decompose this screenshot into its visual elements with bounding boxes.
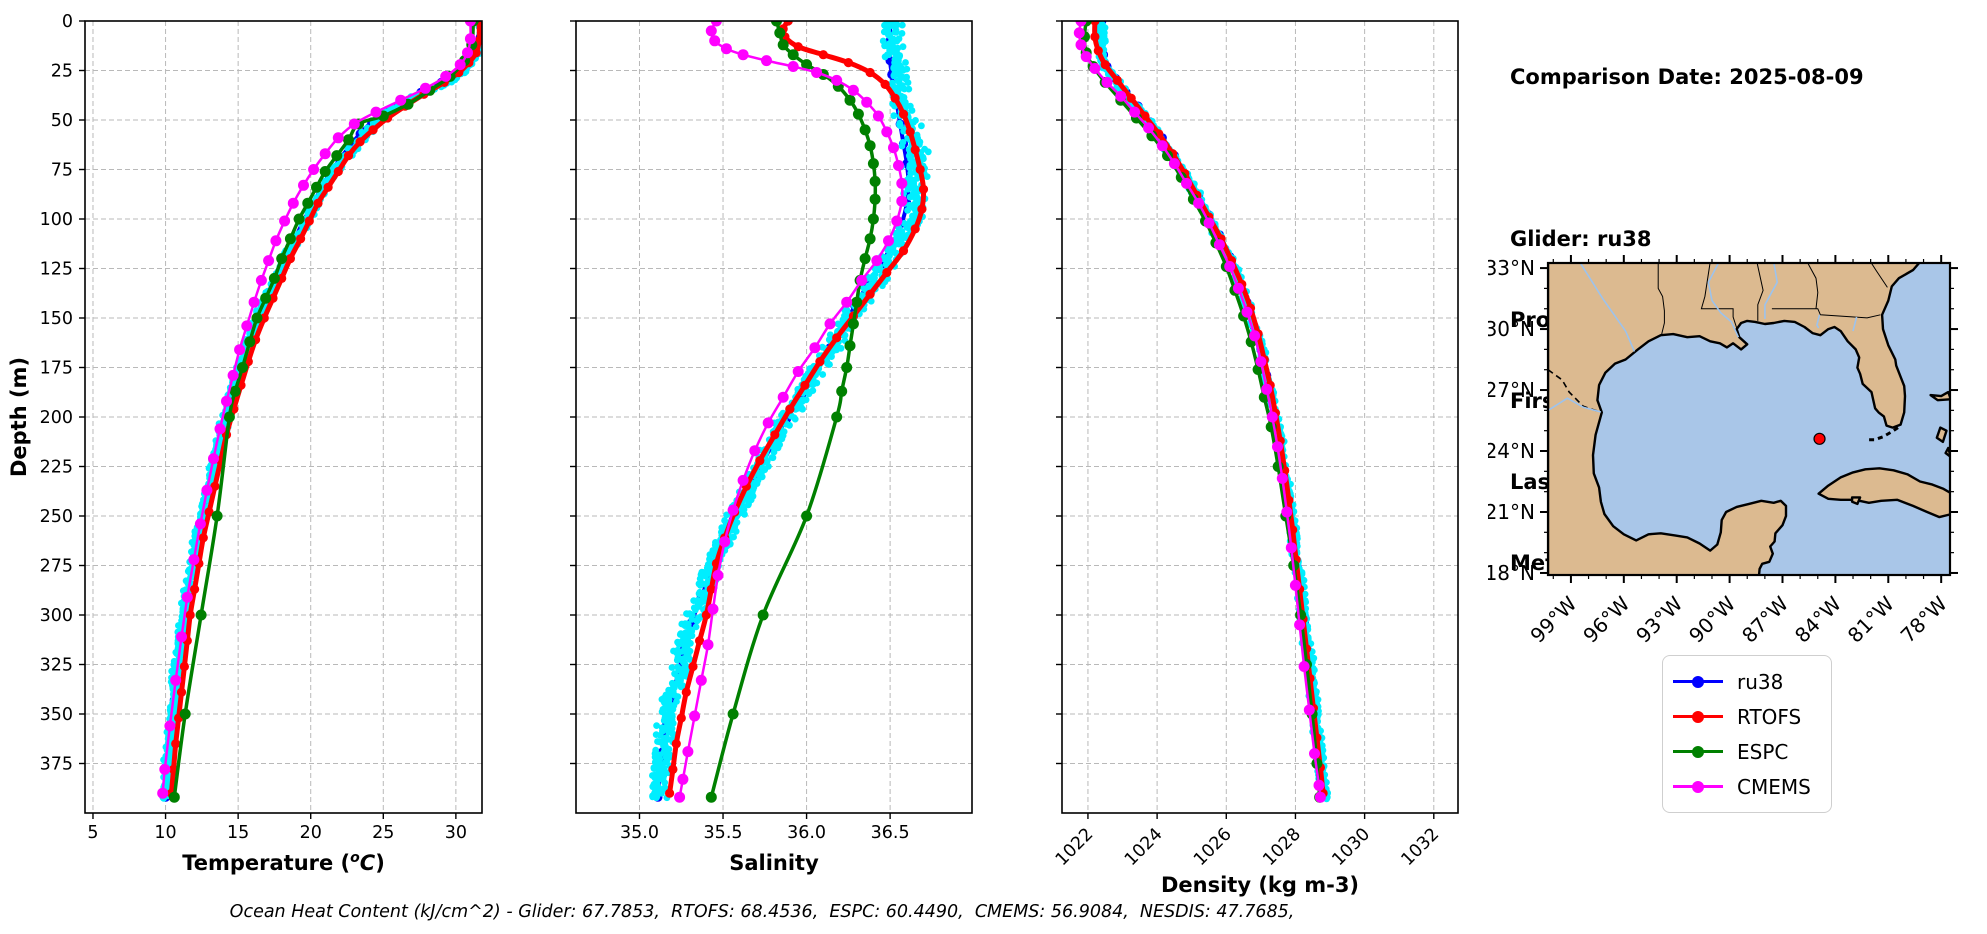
svg-text:27°N: 27°N <box>1488 378 1535 402</box>
svg-text:1026: 1026 <box>1190 824 1236 870</box>
gridlines <box>85 21 482 813</box>
density-panel: 1022 1024 1026 1028 1030 1032 Density (kg m-3) <box>1052 20 1459 897</box>
gridlines <box>1062 21 1458 813</box>
axis-ticks <box>1056 20 1435 819</box>
svg-text:1024: 1024 <box>1121 824 1167 870</box>
svg-text:100: 100 <box>40 210 73 230</box>
svg-text:1022: 1022 <box>1052 824 1098 870</box>
svg-text:84°W: 84°W <box>1790 591 1846 647</box>
svg-text:25: 25 <box>372 823 394 843</box>
svg-text:35.5: 35.5 <box>704 823 743 843</box>
glider-location-marker <box>1813 432 1826 445</box>
series-RTOFS <box>1090 21 1328 798</box>
svg-text:21°N: 21°N <box>1488 500 1535 524</box>
svg-text:375: 375 <box>40 755 73 775</box>
svg-text:87°W: 87°W <box>1737 591 1793 647</box>
map-land <box>1548 263 1950 575</box>
svg-text:225: 225 <box>40 458 73 478</box>
map-rivers <box>1548 263 1858 413</box>
x-tick-labels: 35.0 35.5 36.0 36.5 <box>620 823 910 843</box>
svg-text:0: 0 <box>62 12 73 32</box>
series-CMEMS <box>157 21 476 799</box>
legend-marker <box>1673 675 1723 689</box>
svg-text:99°W: 99°W <box>1525 591 1581 647</box>
svg-text:350: 350 <box>40 705 73 725</box>
svg-text:25: 25 <box>51 62 73 82</box>
florida-keys <box>1868 426 1899 442</box>
svg-text:33°N: 33°N <box>1488 256 1535 280</box>
series-ESPC <box>1079 21 1326 803</box>
y-axis-label: Depth (m) <box>7 357 31 477</box>
series-ru38 <box>653 21 914 802</box>
svg-text:250: 250 <box>40 507 73 527</box>
svg-text:75: 75 <box>51 161 73 181</box>
x-axis-label: Salinity <box>729 851 819 875</box>
temperature-panel: 5 10 15 20 25 3002550751001251501752002252502… <box>7 12 483 875</box>
legend-label: CMEMS <box>1737 774 1811 799</box>
svg-text:20: 20 <box>300 823 322 843</box>
svg-text:90°W: 90°W <box>1684 591 1740 647</box>
x-axis-label: Density (kg m-3) <box>1161 873 1359 897</box>
svg-text:81°W: 81°W <box>1843 591 1899 647</box>
axis-ticks <box>79 20 457 819</box>
series-ru38 <box>1097 21 1330 798</box>
comparison-date: Comparison Date: 2025-08-09 <box>1510 65 1864 89</box>
svg-text:125: 125 <box>40 260 73 280</box>
svg-text:50: 50 <box>51 111 73 131</box>
svg-text:78°W: 78°W <box>1896 591 1952 647</box>
svg-text:35.0: 35.0 <box>620 823 659 843</box>
svg-text:15: 15 <box>227 823 249 843</box>
legend-label: ESPC <box>1737 739 1789 764</box>
series-CMEMS <box>1073 21 1326 803</box>
legend-label: RTOFS <box>1737 704 1802 729</box>
svg-text:24°N: 24°N <box>1488 439 1535 463</box>
profile-plots: 5 10 15 20 25 3002550751001251501752002252502… <box>7 12 1459 897</box>
svg-text:175: 175 <box>40 359 73 379</box>
x-axis-label: Temperature (oC) <box>182 850 385 875</box>
map-frame <box>1546 261 1952 577</box>
map-ticks <box>1540 255 1958 583</box>
svg-text:10: 10 <box>154 823 176 843</box>
ohc-footer: Ocean Heat Content (kJ/cm^2) - Glider: 6… <box>229 902 1295 922</box>
svg-text:200: 200 <box>40 408 73 428</box>
legend-marker <box>1673 780 1723 794</box>
header-gap <box>1510 145 1864 172</box>
axis-ticks <box>570 20 891 819</box>
location-map: 33°N 30°N 27°N 24°N 21°N 18°N 99°W96°W93°W90°W… <box>1488 255 1958 648</box>
svg-text:36.5: 36.5 <box>871 823 910 843</box>
svg-text:93°W: 93°W <box>1631 591 1687 647</box>
x-tick-labels: 5 10 15 20 25 30 <box>87 823 467 843</box>
x-tick-labels: 1022 1024 1026 1028 1030 1032 <box>1052 824 1443 870</box>
svg-text:1028: 1028 <box>1259 824 1305 870</box>
svg-text:18°N: 18°N <box>1488 561 1535 585</box>
series-ESPC <box>168 21 479 803</box>
legend-label: ru38 <box>1737 669 1784 694</box>
svg-text:300: 300 <box>40 606 73 626</box>
svg-text:30: 30 <box>445 823 467 843</box>
legend-entry-ESPC: ESPC <box>1673 734 1819 769</box>
svg-text:1032: 1032 <box>1398 824 1444 870</box>
legend: ru38 RTOFS ESPC CMEMS <box>1662 655 1832 813</box>
salinity-panel: 35.0 35.5 36.0 36.5 Salinity <box>570 20 973 875</box>
svg-text:150: 150 <box>40 309 73 329</box>
svg-text:36.0: 36.0 <box>787 823 826 843</box>
y-tick-labels: 0 25 50 75 100 125 150 175 200 225 250 275 300 325 350… <box>40 12 73 775</box>
legend-marker <box>1673 745 1723 759</box>
series-CMEMS <box>674 21 908 803</box>
svg-text:5: 5 <box>87 823 98 843</box>
svg-text:275: 275 <box>40 557 73 577</box>
legend-entry-ru38: ru38 <box>1673 664 1819 699</box>
legend-entry-RTOFS: RTOFS <box>1673 699 1819 734</box>
legend-entry-CMEMS: CMEMS <box>1673 769 1819 804</box>
svg-text:1030: 1030 <box>1329 824 1375 870</box>
series-RTOFS <box>166 21 482 798</box>
glider-scatter <box>158 21 482 802</box>
svg-text:30°N: 30°N <box>1488 317 1535 341</box>
glider-name: Glider: ru38 <box>1510 227 1652 251</box>
svg-text:96°W: 96°W <box>1578 591 1634 647</box>
svg-text:325: 325 <box>40 656 73 676</box>
legend-marker <box>1673 710 1723 724</box>
series-ru38 <box>161 21 482 802</box>
